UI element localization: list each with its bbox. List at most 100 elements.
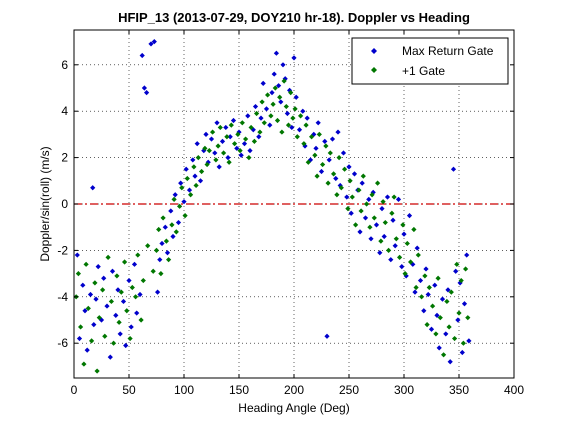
point-plus1-gate [312,152,318,158]
point-max-return-gate [227,134,233,140]
point-plus1-gate [314,173,320,179]
point-max-return-gate [115,287,121,293]
point-plus1-gate [153,247,160,253]
point-max-return-gate [417,277,424,284]
point-plus1-gate [102,333,108,339]
x-tick-label: 0 [71,383,78,397]
point-plus1-gate [105,254,111,260]
x-tick-label: 350 [449,383,469,397]
x-axis-ticks: 0 50 100 150 200 250 300 350 400 [71,30,524,397]
point-plus1-gate [404,240,410,247]
point-max-return-gate [172,192,178,198]
point-plus1-gate [127,335,133,342]
point-plus1-gate [400,222,406,228]
point-plus1-gate [184,175,190,182]
point-plus1-gate [195,155,201,161]
point-max-return-gate [399,264,405,270]
point-max-return-gate [359,180,365,186]
point-plus1-gate [163,238,169,244]
point-max-return-gate [247,148,253,154]
point-plus1-gate [364,201,370,207]
point-max-return-gate [269,90,275,96]
point-plus1-gate [349,194,355,200]
point-max-return-gate [373,222,380,228]
point-max-return-gate [421,308,427,314]
point-plus1-gate [81,361,87,367]
point-max-return-gate [126,277,132,284]
point-plus1-gate [369,192,375,198]
point-plus1-gate [169,222,175,228]
point-plus1-gate [129,284,135,291]
point-plus1-gate [309,134,315,140]
point-max-return-gate [368,236,374,242]
y-tick-label: -6 [57,336,68,350]
point-max-return-gate [192,173,198,179]
point-max-return-gate [443,331,449,337]
point-max-return-gate [390,217,396,223]
point-max-return-gate [284,110,290,117]
point-plus1-gate [325,180,331,186]
point-plus1-gate [408,259,414,265]
point-max-return-gate [329,136,336,142]
x-axis-label: Heading Angle (Deg) [238,401,349,415]
point-plus1-gate [342,166,348,172]
point-max-return-gate [80,282,86,288]
point-max-return-gate [384,194,391,200]
point-plus1-gate [422,273,428,279]
point-max-return-gate [322,138,328,144]
point-max-return-gate [82,308,88,314]
point-plus1-gate [235,131,241,137]
point-max-return-gate [84,347,90,353]
point-plus1-gate [265,92,271,98]
point-max-return-gate [197,178,204,184]
point-max-return-gate [466,338,472,344]
point-plus1-gate [215,143,221,149]
point-plus1-gate [298,113,304,119]
point-max-return-gate [164,250,171,256]
point-plus1-gate [465,315,471,321]
point-max-return-gate [214,120,220,126]
point-max-return-gate [159,240,165,247]
point-plus1-gate [85,305,91,311]
point-plus1-gate [193,182,199,189]
point-max-return-gate [412,289,418,295]
point-plus1-gate [108,298,114,305]
point-max-return-gate [93,296,99,302]
point-max-return-gate [381,233,387,240]
point-plus1-gate [202,145,208,151]
point-max-return-gate [131,261,138,267]
point-plus1-gate [279,129,285,135]
point-max-return-gate [379,206,385,212]
point-plus1-gate [133,294,139,300]
point-plus1-gate [221,150,227,156]
point-max-return-gate [181,199,187,205]
point-max-return-gate [267,122,273,128]
point-max-return-gate [439,296,446,302]
point-plus1-gate [156,226,162,233]
point-plus1-gate [150,268,156,274]
x-tick-label: 150 [229,383,249,397]
point-plus1-gate [114,273,120,279]
point-max-return-gate [123,342,129,349]
x-tick-label: 300 [394,383,414,397]
point-max-return-gate [87,291,94,298]
point-max-return-gate [139,52,145,59]
point-plus1-gate [96,315,102,321]
point-max-return-gate [289,124,295,131]
point-plus1-gate [320,161,326,168]
point-plus1-gate [118,289,124,295]
point-plus1-gate [448,289,454,295]
x-tick-label: 400 [504,383,524,397]
point-plus1-gate [166,257,172,263]
point-plus1-gate [316,131,322,137]
point-plus1-gate [358,208,364,214]
point-max-return-gate [194,141,200,147]
point-max-return-gate [104,303,110,309]
point-max-return-gate [425,291,431,298]
point-plus1-gate [177,203,183,209]
point-max-return-gate [395,196,402,202]
point-max-return-gate [186,187,193,193]
point-plus1-gate [441,352,447,358]
y-tick-label: -4 [57,290,68,304]
